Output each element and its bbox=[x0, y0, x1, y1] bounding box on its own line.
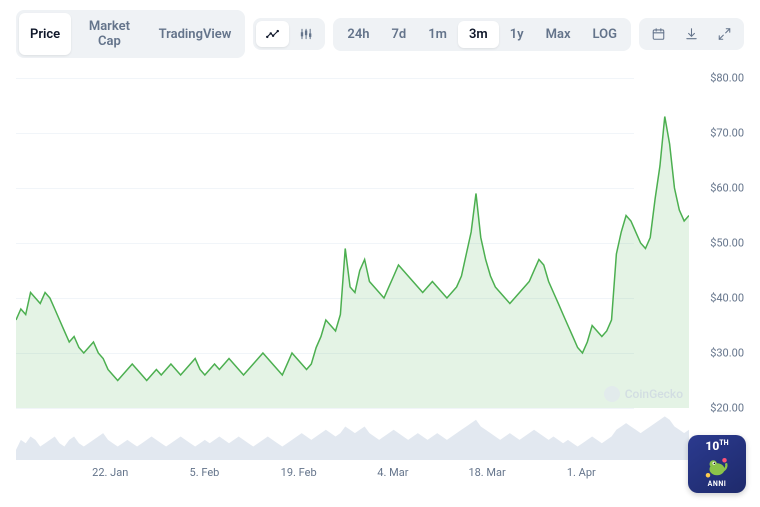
y-tick-label: $50.00 bbox=[710, 237, 744, 250]
y-tick-label: $20.00 bbox=[710, 402, 744, 415]
chart-container: CoinGecko $20.00 $30.00 $40.00 $50.00 $60.00… bbox=[16, 78, 744, 484]
y-tick-label: $40.00 bbox=[710, 292, 744, 305]
time-range-group: 24h7d1m3m1yMaxLOG bbox=[333, 18, 631, 51]
line-chart-icon[interactable] bbox=[256, 21, 289, 47]
candlestick-icon[interactable] bbox=[289, 21, 322, 47]
y-tick-label: $30.00 bbox=[710, 347, 744, 360]
y-axis-labels: $20.00$30.00$40.00$50.00$60.00$70.00$80.… bbox=[694, 78, 744, 484]
watermark-text: CoinGecko bbox=[625, 387, 683, 401]
range-tab-3m[interactable]: 3m bbox=[458, 21, 499, 48]
badge-number: 10TH bbox=[705, 440, 728, 452]
chart-toolbar: PriceMarket CapTradingView 24h7d1m3m1yMa… bbox=[0, 0, 760, 58]
x-tick-label: 4. Mar bbox=[377, 466, 408, 479]
x-tick-label: 5. Feb bbox=[190, 466, 220, 479]
range-tab-log[interactable]: LOG bbox=[582, 21, 628, 48]
range-tab-max[interactable]: Max bbox=[535, 21, 582, 48]
download-icon[interactable] bbox=[675, 21, 708, 47]
view-tab-market-cap[interactable]: Market Cap bbox=[71, 13, 147, 55]
x-tick-label: 18. Mar bbox=[468, 466, 505, 479]
action-group bbox=[639, 18, 744, 50]
view-mode-group: PriceMarket CapTradingView bbox=[16, 10, 245, 58]
anniversary-badge[interactable]: 10TH ANNI bbox=[688, 435, 746, 493]
range-tab-7d[interactable]: 7d bbox=[381, 21, 418, 48]
view-tab-tradingview[interactable]: TradingView bbox=[148, 13, 243, 55]
price-chart[interactable]: CoinGecko bbox=[16, 78, 689, 408]
y-tick-label: $70.00 bbox=[710, 127, 744, 140]
badge-caption: ANNI bbox=[708, 480, 727, 488]
chart-style-group bbox=[253, 18, 325, 50]
y-tick-label: $80.00 bbox=[710, 72, 744, 85]
watermark: CoinGecko bbox=[604, 386, 683, 402]
expand-icon[interactable] bbox=[708, 21, 741, 47]
x-tick-label: 19. Feb bbox=[281, 466, 317, 479]
x-axis-labels: 22. Jan 5. Feb 19. Feb 4. Mar 18. Mar 1. Apr bbox=[16, 460, 689, 484]
x-tick-label: 22. Jan bbox=[92, 466, 128, 479]
gecko-icon bbox=[702, 454, 732, 480]
volume-chart[interactable] bbox=[16, 412, 689, 460]
x-tick-label: 1. Apr bbox=[567, 466, 596, 479]
range-tab-1m[interactable]: 1m bbox=[417, 21, 458, 48]
calendar-icon[interactable] bbox=[642, 21, 675, 47]
view-tab-price[interactable]: Price bbox=[19, 13, 71, 55]
y-tick-label: $60.00 bbox=[710, 182, 744, 195]
range-tab-24h[interactable]: 24h bbox=[336, 21, 380, 48]
range-tab-1y[interactable]: 1y bbox=[499, 21, 535, 48]
